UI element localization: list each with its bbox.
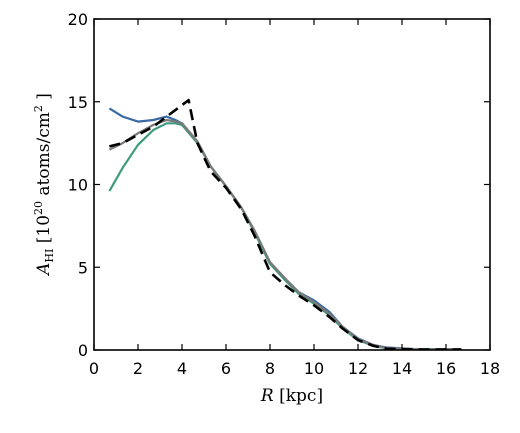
x-tick-label: 4	[177, 359, 187, 378]
y-tick-label: 10	[68, 176, 88, 195]
x-tick-label: 6	[221, 359, 231, 378]
y-tick-label: 0	[78, 341, 88, 360]
x-tick-label: 12	[348, 359, 368, 378]
x-tick-label: 10	[304, 359, 324, 378]
y-tick-label: 20	[68, 10, 88, 29]
series-line-2	[108, 122, 462, 350]
series-layer	[108, 98, 462, 350]
x-tick-label: 2	[133, 359, 143, 378]
y-tick-label: 5	[78, 258, 88, 277]
x-tick-label: 14	[392, 359, 412, 378]
series-line-4	[109, 98, 462, 350]
x-axis-title: R [kpc]	[260, 386, 323, 406]
x-tick-label: 18	[480, 359, 500, 378]
plot-frame	[93, 18, 491, 351]
x-tick-label: 0	[89, 359, 99, 378]
series-line-1	[108, 107, 462, 350]
series-line-3	[108, 118, 462, 350]
tick-layer: 0 2 4 6 8 10 12 14 16 18 0 5 10 15 20	[68, 10, 501, 378]
x-tick-label: 8	[265, 359, 275, 378]
x-tick-label: 16	[436, 359, 456, 378]
y-tick-label: 15	[68, 93, 88, 112]
y-axis-title: AHI [1020 atoms/cm2 ]	[32, 93, 56, 277]
